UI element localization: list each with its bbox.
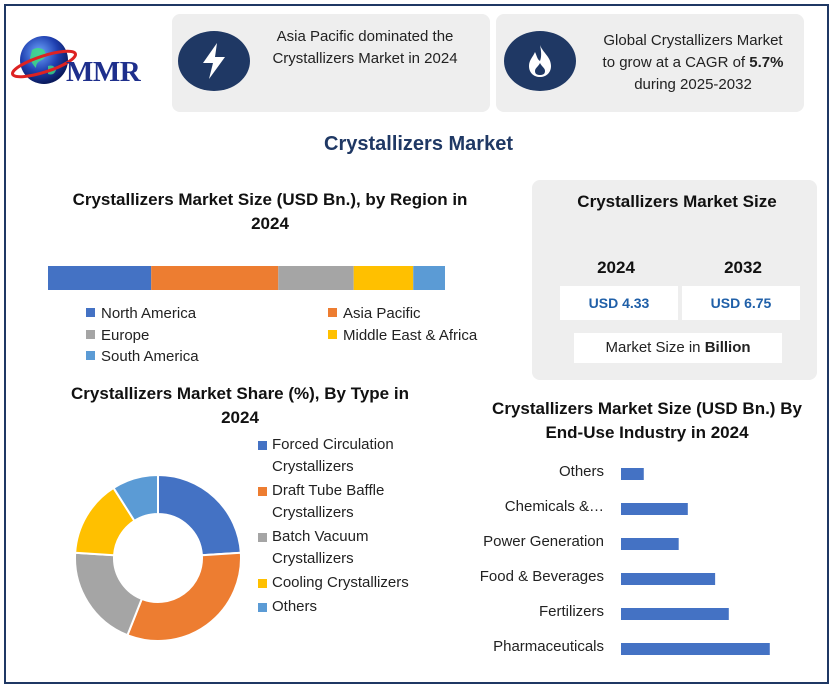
enduse-bar-power-generation (621, 538, 679, 550)
market-size-value-2024: USD 4.33 (560, 286, 678, 320)
market-size-card: Crystallizers Market Size 2024 2032 USD … (532, 180, 817, 380)
legend-swatch (258, 579, 267, 588)
type-legend-item-draft-tube-baffle-crystallizers: Draft Tube Baffle Crystallizers (258, 480, 428, 524)
region-legend-item-asia-pacific: Asia Pacific (328, 305, 421, 322)
type-legend: Forced Circulation Crystallizers Draft Tu… (258, 434, 428, 620)
highlight-card-region: Asia Pacific dominated the Crystallizers… (172, 14, 490, 112)
type-legend-item-cooling-crystallizers: Cooling Crystallizers (258, 572, 428, 594)
type-donut-chart (74, 473, 242, 642)
donut-slice-others (112, 473, 159, 523)
legend-label: North America (101, 305, 197, 322)
legend-label: Forced Circulation Crystallizers (272, 436, 394, 475)
flame-icon (504, 31, 576, 91)
legend-swatch (86, 351, 95, 360)
logo-text: MMR (66, 56, 141, 88)
market-size-title: Crystallizers Market Size (577, 192, 777, 211)
legend-label: Batch Vacuum Crystallizers (272, 528, 369, 567)
legend-label: Europe (101, 327, 150, 344)
legend-swatch (258, 533, 267, 542)
legend-swatch (86, 308, 95, 317)
type-legend-item-forced-circulation-crystallizers: Forced Circulation Crystallizers (258, 434, 428, 478)
enduse-chart-title: Crystallizers Market Size (USD Bn.) By E… (492, 399, 802, 442)
market-size-year-2032: 2032 (724, 258, 762, 277)
enduse-label-chemicals: Chemicals &… (504, 498, 604, 515)
globe-icon (11, 36, 77, 84)
region-chart-title: Crystallizers Market Size (USD Bn.), by … (72, 190, 468, 233)
highlight-card-cagr: Global Crystallizers Market to grow at a… (496, 14, 804, 112)
market-size-value-2032: USD 6.75 (682, 286, 800, 320)
enduse-label-pharmaceuticals: Pharmaceuticals (493, 638, 604, 655)
legend-swatch (258, 487, 267, 496)
region-segment-south-america (413, 266, 445, 290)
region-segment-north-america (48, 266, 152, 290)
enduse-bar-fertilizers (621, 608, 729, 620)
region-legend-item-middle-east-africa: Middle East & Africa (328, 327, 477, 344)
enduse-bar-chemicals (621, 503, 688, 515)
enduse-bar-chart (621, 468, 770, 655)
legend-label: South America (101, 348, 199, 365)
legend-swatch (86, 330, 95, 339)
market-size-note: Market Size in Billion (574, 333, 782, 363)
legend-swatch (328, 330, 337, 339)
enduse-label-food-beverages: Food & Beverages (479, 568, 604, 585)
enduse-label-fertilizers: Fertilizers (538, 603, 604, 620)
mmr-logo: MMR (10, 26, 165, 96)
enduse-bar-pharmaceuticals (621, 643, 770, 655)
legend-label: Middle East & Africa (343, 327, 478, 344)
donut-slice-forced-circulation-crystallizers (157, 473, 242, 557)
region-legend-item-europe: Europe (86, 327, 149, 344)
region-segment-middle-east-africa (353, 266, 414, 290)
page-title: Crystallizers Market (324, 133, 513, 155)
type-legend-item-batch-vacuum-crystallizers: Batch Vacuum Crystallizers (258, 526, 428, 570)
type-chart-title: Crystallizers Market Share (%), By Type … (71, 384, 409, 427)
region-legend-item-north-america: North America (86, 305, 196, 322)
donut-slice-batch-vacuum-crystallizers (74, 551, 144, 637)
region-segment-asia-pacific (151, 266, 279, 290)
legend-swatch (258, 603, 267, 612)
region-legend-item-south-america: South America (86, 348, 199, 365)
region-segment-europe (278, 266, 354, 290)
highlight-region-text: Asia Pacific dominated the Crystallizers… (272, 28, 458, 67)
legend-swatch (328, 308, 337, 317)
legend-label: Cooling Crystallizers (272, 574, 409, 591)
donut-slice-draft-tube-baffle-crystallizers (126, 551, 242, 642)
legend-label: Others (272, 598, 318, 615)
region-stacked-bar (48, 266, 445, 290)
type-legend-item-others: Others (258, 596, 428, 618)
legend-label: Asia Pacific (343, 305, 421, 322)
legend-swatch (258, 441, 267, 450)
enduse-bar-others (621, 468, 644, 480)
market-size-year-2024: 2024 (597, 258, 635, 277)
lightning-icon (178, 31, 250, 91)
enduse-label-others: Others (558, 463, 604, 480)
highlight-cagr-text: Global Crystallizers Market to grow at a… (602, 32, 784, 93)
enduse-label-power-generation: Power Generation (483, 533, 604, 550)
legend-label: Draft Tube Baffle Crystallizers (272, 482, 385, 521)
enduse-bar-food-beverages (621, 573, 716, 585)
